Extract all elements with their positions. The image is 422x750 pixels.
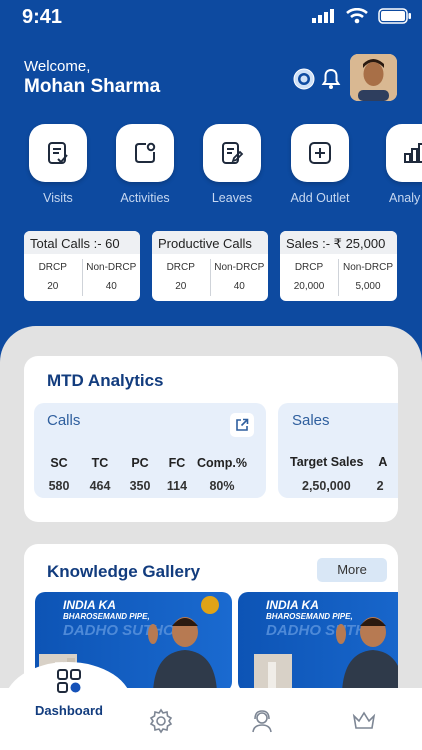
action-leaves[interactable]: Leaves — [188, 124, 276, 205]
open-external-button[interactable] — [230, 413, 254, 437]
calls-value: 80% — [209, 479, 235, 493]
banner-line2: BHAROSEMAND PIPE, — [266, 612, 353, 621]
status-time: 9:41 — [22, 6, 63, 28]
action-label: Leaves — [211, 191, 253, 205]
summary-label: Non-DRCP — [86, 262, 137, 273]
calls-header-row: SC TC PC FC Comp.% — [34, 456, 254, 470]
summary-title: Sales :- ₹ 25,000 — [280, 231, 397, 254]
action-activities[interactable]: Activities — [101, 124, 189, 205]
leaves-icon — [222, 142, 244, 164]
sales-panel[interactable]: Sales Target Sales A 2,50,000 2 — [278, 403, 398, 498]
sales-header: Target Sales — [290, 455, 364, 469]
external-link-icon — [236, 418, 249, 431]
banner-line1: INDIA KA — [63, 598, 116, 612]
calls-header: SC — [50, 456, 68, 470]
calls-title: Calls — [47, 412, 81, 429]
summary-label: DRCP — [294, 262, 324, 273]
summary-value: 20 — [175, 281, 187, 292]
bell-icon[interactable] — [321, 68, 341, 90]
quick-actions: Visits Activities Leaves Add Outlet Anal… — [0, 124, 422, 214]
welcome-text: Welcome, — [24, 58, 91, 75]
banner-line1: INDIA KA — [266, 598, 319, 612]
nav-dashboard-label: Dashboard — [35, 703, 103, 718]
calls-value: 350 — [129, 479, 151, 493]
sales-value: 2,50,000 — [302, 479, 351, 493]
analytics-icon — [404, 143, 422, 163]
calls-header: FC — [168, 456, 186, 470]
summary-card-total-calls[interactable]: Total Calls :- 60 DRCP 20 Non-DRCP 40 — [24, 231, 140, 301]
wifi-icon — [346, 8, 368, 24]
banner-line2: BHAROSEMAND PIPE, — [63, 612, 150, 621]
summary-value: 40 — [105, 281, 117, 292]
action-label: Add Outlet — [290, 191, 350, 205]
banner-line3: DADHO SUTHO! — [266, 622, 383, 639]
summary-label: Non-DRCP — [214, 262, 265, 273]
action-visits[interactable]: Visits — [14, 124, 102, 205]
nav-dashboard[interactable]: Dashboard — [10, 668, 128, 718]
action-add-outlet[interactable]: Add Outlet — [276, 124, 364, 205]
summary-card-sales[interactable]: Sales :- ₹ 25,000 DRCP 20,000 Non-DRCP 5,0… — [280, 231, 397, 301]
settings-icon[interactable] — [148, 708, 174, 734]
visits-icon — [48, 142, 68, 164]
mtd-analytics-card: MTD Analytics Calls SC TC PC FC Comp.% 5… — [24, 356, 398, 522]
summary-label: DRCP — [166, 262, 195, 273]
add-outlet-icon — [309, 142, 331, 164]
action-label: Analy — [389, 191, 421, 205]
signal-icon — [312, 9, 334, 23]
avatar[interactable] — [350, 54, 397, 101]
summary-card-productive-calls[interactable]: Productive Calls DRCP 20 Non-DRCP 40 — [152, 231, 268, 301]
summary-value: 40 — [233, 281, 245, 292]
more-button[interactable]: More — [317, 558, 387, 582]
summary-title: Total Calls :- 60 — [24, 231, 140, 254]
summary-label: DRCP — [38, 262, 67, 273]
calls-value: 114 — [166, 479, 188, 493]
ambassador-image — [254, 617, 398, 692]
summary-value: 20 — [47, 281, 59, 292]
sales-value-row: 2,50,000 2 — [302, 479, 384, 493]
sales-value: 2 — [376, 479, 384, 493]
battery-icon — [378, 8, 411, 24]
sales-title: Sales — [292, 412, 330, 429]
gallery-title: Knowledge Gallery — [47, 562, 201, 581]
calls-value-row: 580 464 350 114 80% — [34, 479, 254, 493]
support-agent-icon[interactable] — [249, 708, 275, 734]
support-icon[interactable] — [292, 67, 316, 91]
action-analytics[interactable]: Analy — [363, 124, 422, 205]
sales-header-row: Target Sales A — [290, 455, 387, 469]
mtd-title: MTD Analytics — [47, 371, 164, 390]
sales-header: A — [378, 455, 388, 469]
calls-panel[interactable]: Calls SC TC PC FC Comp.% 580 464 350 114… — [34, 403, 266, 498]
status-bar: 9:41 — [0, 0, 422, 34]
calls-header: Comp.% — [197, 456, 247, 470]
crown-icon[interactable] — [351, 708, 377, 734]
action-label: Visits — [43, 191, 73, 205]
calls-value: 580 — [48, 479, 70, 493]
gallery-banner[interactable]: INDIA KA BHAROSEMAND PIPE, DADHO SUTHO! — [238, 592, 398, 692]
calls-value: 464 — [89, 479, 111, 493]
user-name: Mohan Sharma — [24, 76, 161, 97]
dashboard-icon — [57, 669, 81, 693]
calls-header: PC — [131, 456, 149, 470]
calls-header: TC — [91, 456, 109, 470]
activities-icon — [135, 142, 156, 163]
summary-label: Non-DRCP — [342, 262, 393, 273]
action-label: Activities — [120, 191, 170, 205]
summary-value: 20,000 — [293, 281, 325, 292]
summary-title: Productive Calls — [152, 231, 268, 254]
summary-value: 5,000 — [355, 281, 381, 292]
